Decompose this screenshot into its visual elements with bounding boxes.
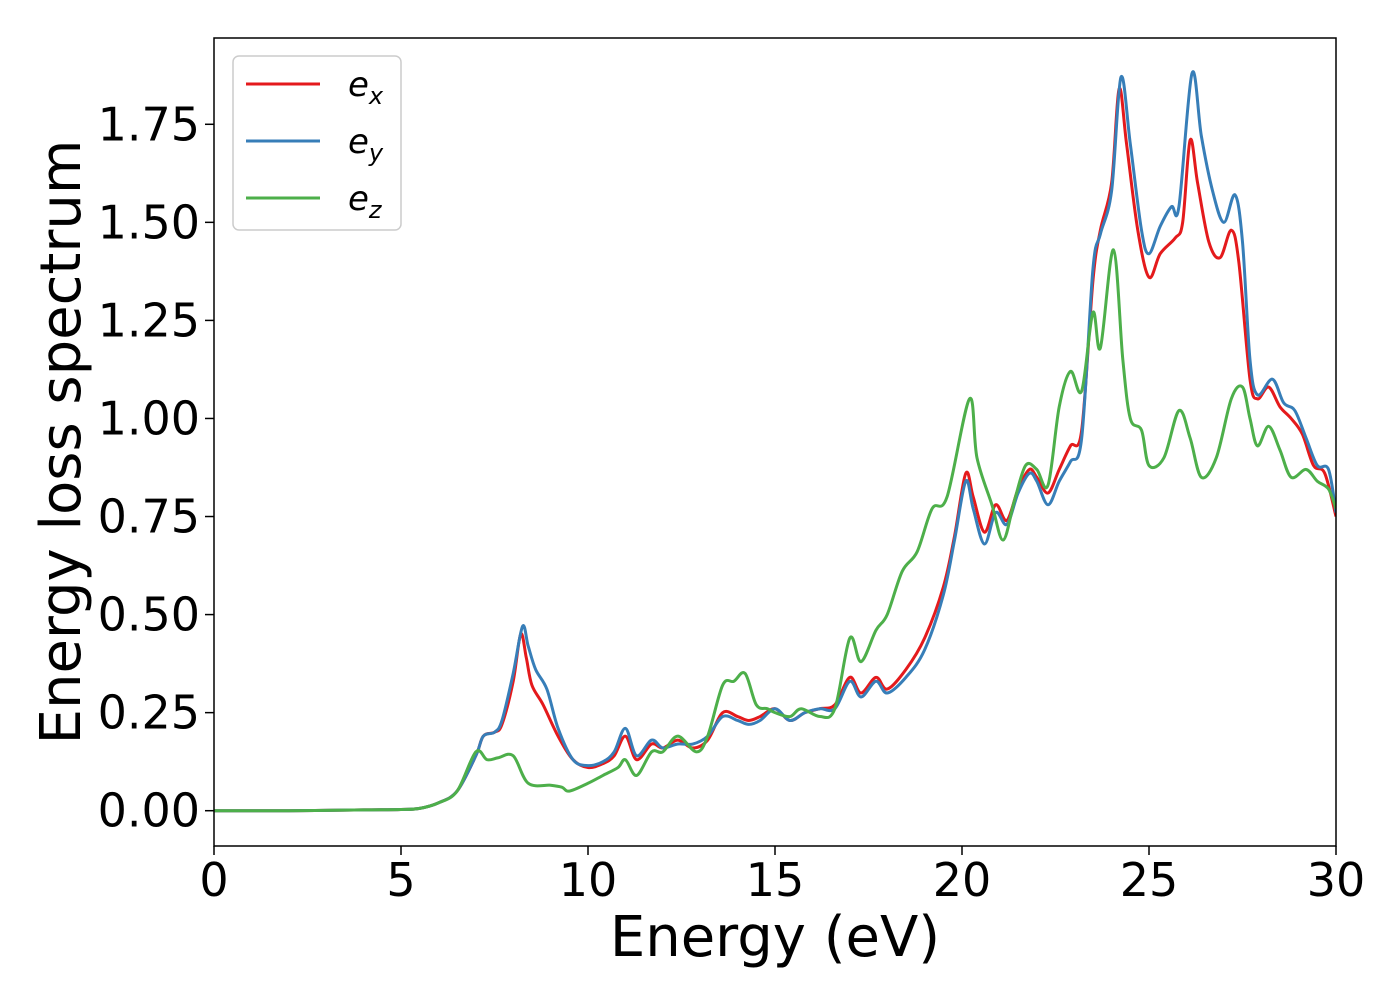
x-tick-label: 15 <box>746 853 805 907</box>
series-line-z <box>214 248 1336 813</box>
x-tick-label: 30 <box>1307 853 1366 907</box>
y-tick-label: 0.75 <box>98 490 200 544</box>
y-tick-label: 0.50 <box>98 588 200 642</box>
x-tick-label: 25 <box>1120 853 1179 907</box>
x-tick-label: 5 <box>386 853 415 907</box>
x-axis-label: Energy (eV) <box>610 905 940 970</box>
y-tick-label: 1.75 <box>98 97 200 151</box>
series-line-y <box>214 70 1336 813</box>
series-line-x <box>214 86 1336 813</box>
legend-label-z: ez <box>348 179 383 224</box>
x-tick-label: 20 <box>933 853 992 907</box>
y-axis-label: Energy loss spectrum <box>29 140 94 745</box>
legend-box <box>232 55 402 231</box>
y-tick-label: 0.25 <box>98 686 200 740</box>
x-tick-label: 10 <box>559 853 618 907</box>
y-tick-label: 1.25 <box>98 293 200 347</box>
y-tick-label: 1.50 <box>98 195 200 249</box>
y-tick-label: 1.00 <box>98 391 200 445</box>
x-tick-label: 0 <box>199 853 228 907</box>
y-tick-label: 0.00 <box>98 784 200 838</box>
